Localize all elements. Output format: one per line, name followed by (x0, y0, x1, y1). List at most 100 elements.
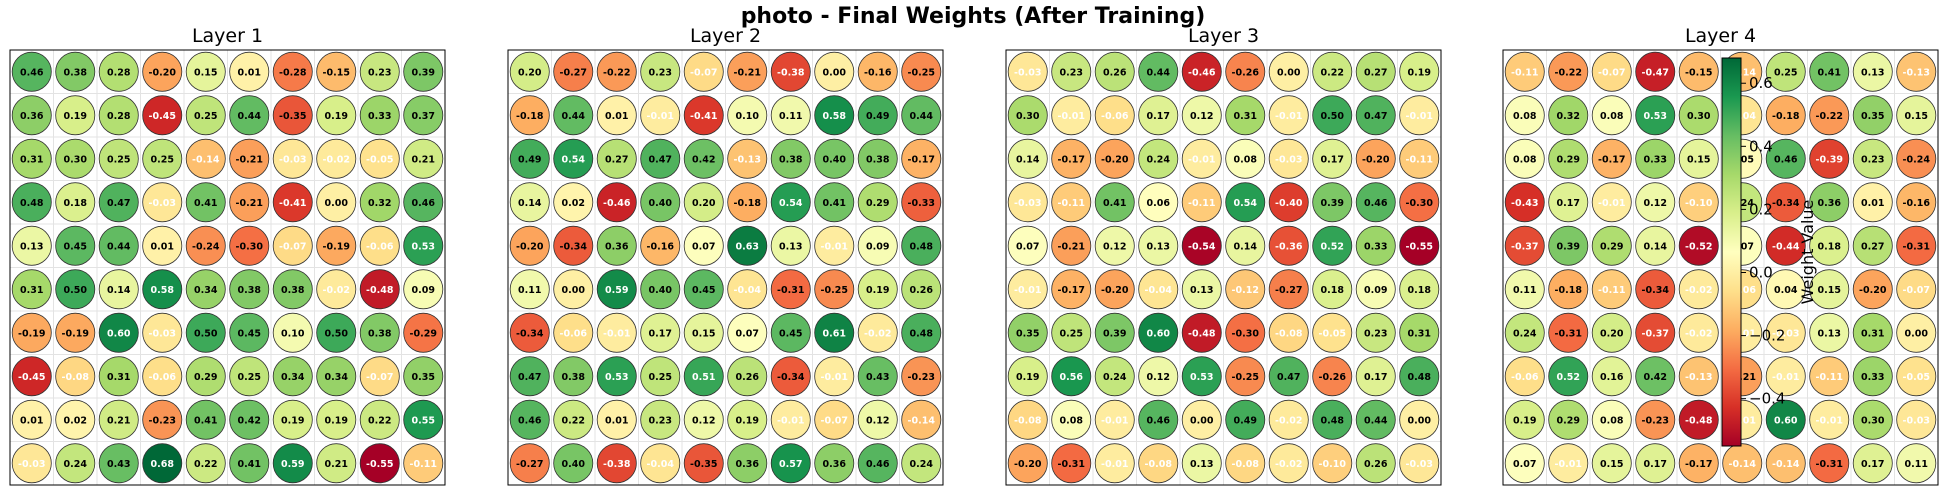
weight-node (1138, 312, 1179, 353)
weight-label: 0.27 (1861, 241, 1884, 252)
weight-node (1635, 225, 1676, 266)
weight-label: 0.14 (1234, 241, 1258, 252)
weight-node (683, 225, 724, 266)
weight-node (901, 182, 942, 223)
weight-node (1809, 269, 1850, 310)
weight-node (1138, 51, 1179, 92)
weight-label: 0.23 (649, 67, 672, 78)
panel-title: Layer 4 (1685, 25, 1756, 47)
weight-node (1678, 51, 1719, 92)
weight-label: 0.02 (562, 198, 585, 209)
weight-node (1896, 95, 1937, 136)
weight-node (1399, 312, 1440, 353)
weight-label: 0.50 (194, 328, 218, 339)
weight-label: -0.17 (1598, 154, 1625, 165)
weight-label: 0.60 (1147, 328, 1171, 339)
weight-label: 0.08 (1060, 415, 1084, 426)
weight-node (814, 399, 855, 440)
weight-node (1678, 312, 1719, 353)
weight-label: 0.58 (151, 285, 175, 296)
weight-label: 0.09 (1364, 285, 1387, 296)
colorbar-gradient (1721, 57, 1742, 447)
weight-node (1591, 182, 1632, 223)
weight-node (1355, 225, 1396, 266)
weight-label: 0.00 (562, 285, 586, 296)
weight-label: 0.21 (107, 415, 130, 426)
weight-label: 0.27 (605, 154, 628, 165)
weight-node (1504, 51, 1545, 92)
weight-label: 0.41 (823, 198, 846, 209)
weight-node (1504, 443, 1545, 484)
weight-node (770, 51, 811, 92)
weight-label: -0.33 (908, 198, 935, 209)
weight-label: -0.14 (192, 154, 220, 165)
weight-node (640, 356, 681, 397)
weight-node (1355, 51, 1396, 92)
weight-node (1268, 95, 1309, 136)
colorbar-tick-label: 0.2 (1749, 200, 1773, 218)
weight-label: 0.49 (518, 154, 541, 165)
weight-label: -0.20 (1859, 285, 1887, 296)
weight-node (640, 312, 681, 353)
weight-label: -0.22 (603, 67, 630, 78)
weight-node (1504, 269, 1545, 310)
weight-label: -0.01 (1014, 285, 1041, 296)
weight-node (1312, 182, 1353, 223)
weight-node (403, 225, 444, 266)
weight-node (98, 225, 139, 266)
weight-label: -0.19 (62, 328, 89, 339)
weight-label: -0.03 (149, 328, 176, 339)
weight-label: -0.01 (821, 241, 848, 252)
weight-node (142, 269, 183, 310)
weight-node (403, 95, 444, 136)
weight-label: 0.45 (238, 328, 261, 339)
weight-label: -0.31 (1058, 459, 1085, 470)
weight-label: -0.15 (323, 67, 350, 78)
weight-node (814, 95, 855, 136)
weight-label: -0.13 (1685, 372, 1712, 383)
weight-node (403, 138, 444, 179)
weight-node (55, 182, 96, 223)
weight-label: 0.38 (281, 285, 305, 296)
weight-node (1896, 399, 1937, 440)
weight-node (98, 312, 139, 353)
weight-node (1678, 269, 1719, 310)
weight-label: -0.07 (1598, 67, 1625, 78)
weight-label: 0.42 (692, 154, 715, 165)
weight-node (98, 443, 139, 484)
weight-label: -0.43 (1511, 198, 1538, 209)
weight-label: 0.22 (1321, 67, 1344, 78)
weight-node (814, 51, 855, 92)
weight-node (1548, 443, 1589, 484)
weight-label: -0.07 (1903, 285, 1930, 296)
weight-node (142, 312, 183, 353)
panel-title: Layer 1 (192, 25, 263, 47)
weight-node (1852, 51, 1893, 92)
weight-node (229, 51, 270, 92)
weight-label: -0.26 (1232, 67, 1260, 78)
weight-node (1591, 95, 1632, 136)
weight-node (727, 312, 768, 353)
weight-label: 0.25 (649, 372, 672, 383)
weight-node (1181, 399, 1222, 440)
weight-node (272, 269, 313, 310)
weight-node (1312, 225, 1353, 266)
weight-label: -0.19 (18, 328, 45, 339)
weight-node (1591, 138, 1632, 179)
weight-label: 0.29 (1557, 154, 1580, 165)
weight-label: -0.38 (777, 67, 805, 78)
weight-node (553, 356, 594, 397)
weight-label: 0.25 (151, 154, 174, 165)
weight-node (1181, 269, 1222, 310)
weight-label: -0.02 (1275, 459, 1302, 470)
weight-label: 0.08 (1234, 154, 1258, 165)
weight-node (272, 356, 313, 397)
weight-label: 0.19 (64, 111, 87, 122)
weight-node (1591, 399, 1632, 440)
weight-node (185, 51, 226, 92)
weight-label: -0.05 (366, 154, 393, 165)
weight-label: -0.03 (1903, 415, 1930, 426)
weight-label: 0.01 (20, 415, 43, 426)
weight-label: 0.38 (238, 285, 262, 296)
